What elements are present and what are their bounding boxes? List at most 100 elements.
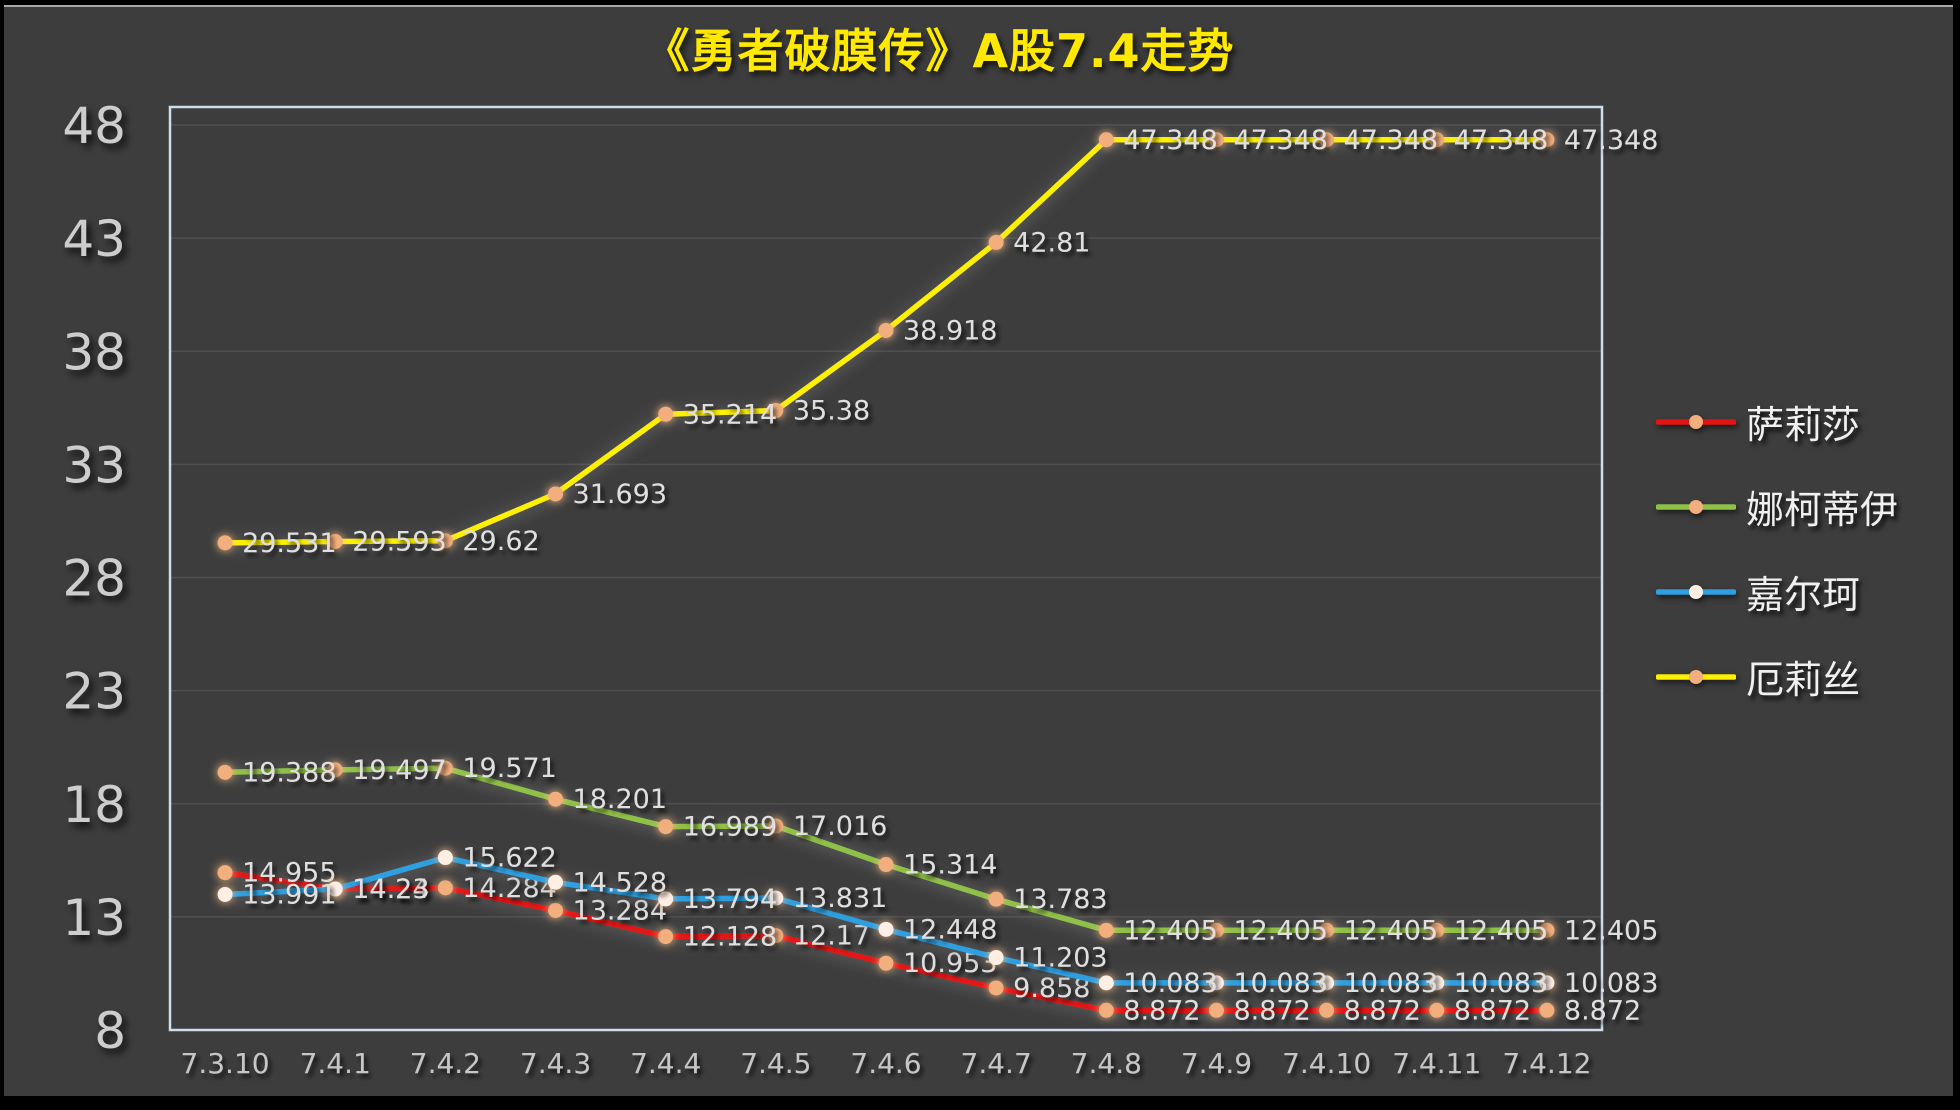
series-1-data-label: 13.783 [1013,884,1107,915]
series-3-data-label: 29.62 [462,526,539,557]
series-0-data-label: 8.872 [1123,995,1200,1026]
series-0-data-label: 8.872 [1233,995,1310,1026]
series-2-data-label: 12.448 [903,914,997,945]
series-1-data-label: 15.314 [903,850,997,881]
series-1-data-label: 17.016 [793,811,887,842]
series-3-marker [878,322,894,338]
series-3-data-label: 29.593 [352,526,446,557]
x-axis-tick-label: 7.4.4 [630,1047,701,1080]
y-axis-tick-label: 8 [94,1002,126,1060]
series-2-data-label: 13.831 [793,883,887,914]
series-2-data-label: 10.083 [1233,968,1327,999]
series-1-data-label: 12.405 [1123,915,1217,946]
series-3-data-label: 47.348 [1233,125,1327,156]
series-1-marker [217,764,233,780]
series-3-marker [988,234,1004,250]
series-2-data-label: 10.083 [1344,968,1438,999]
y-axis-tick-label: 43 [62,210,126,268]
series-3-marker [768,403,784,419]
legend: 萨莉莎娜柯蒂伊嘉尔珂厄莉丝 [1656,379,1956,719]
axis-labels: 8 13 18 23 28 33 38 43 48 7.3.10 7.4.1 7.4.2 7.4.3 7.… [62,97,1591,1080]
series-1-marker [327,762,343,778]
series-3-data-label: 47.348 [1454,125,1548,156]
series-0-data-label: 12.17 [793,921,870,952]
series-1-marker [1319,922,1335,938]
series-1-marker [1539,922,1555,938]
series-2-marker [437,850,453,866]
x-axis-tick-label: 7.4.11 [1392,1047,1481,1080]
series-1-marker [1208,922,1224,938]
legend-line-marker-icon [1656,584,1736,599]
y-axis-tick-label: 33 [62,436,126,494]
series-1-data-label: 18.201 [573,784,667,815]
plot-border-rect [168,105,1604,1032]
x-axis-tick-label: 7.4.1 [300,1047,371,1080]
series-1-data-label: 12.405 [1344,915,1438,946]
series-0-data-label: 13.284 [573,895,667,926]
y-axis-tick-label: 28 [62,550,126,608]
series-3-data-label: 42.81 [1013,227,1090,258]
series-1: 19.388 19.497 19.571 18.201 16.989 17.016 15.3… [217,753,1658,946]
series-1-data-label: 16.989 [683,812,777,843]
series-3-marker [1429,132,1445,148]
legend-label: 娜柯蒂伊 [1746,488,1899,532]
legend-label: 萨莉莎 [1746,403,1861,447]
series-1-data-label: 19.388 [242,757,336,788]
legend-item-1: 娜柯蒂伊 [1656,464,1956,549]
x-axis-tick-label: 7.4.8 [1071,1047,1142,1080]
series-2-data-label: 11.203 [1013,943,1107,974]
x-axis-tick-label: 7.4.12 [1502,1047,1591,1080]
series-3-data-label: 38.918 [903,315,997,346]
legend-line-marker-icon [1656,499,1736,514]
y-axis-tick-label: 23 [62,663,126,721]
series-0-marker [1098,1002,1114,1018]
series-1-data-label: 12.405 [1233,915,1327,946]
series-1-marker [1098,922,1114,938]
series-3-data-label: 35.38 [793,396,870,427]
series-3-marker [437,533,453,549]
series-3-marker [217,535,233,551]
series-1-marker [658,819,674,835]
series-0-marker [437,880,453,896]
series-3-data-label: 47.348 [1123,125,1217,156]
series-3: 29.531 29.593 29.62 31.693 35.214 35.38 38.918… [217,125,1658,559]
series-2-marker [878,921,894,937]
series-1-marker [768,818,784,834]
x-axis-tick-label: 7.4.9 [1181,1047,1252,1080]
series-2-data-label: 14.23 [352,874,429,905]
series-3-data-label: 47.348 [1564,125,1658,156]
legend-label: 嘉尔珂 [1746,573,1861,617]
series-0-data-label: 8.872 [1344,995,1421,1026]
series-0-marker [768,928,784,944]
series-2-marker [217,886,233,902]
series-1-marker [1429,922,1445,938]
series-2-data-label: 10.083 [1454,968,1548,999]
legend-line-marker-icon [1656,669,1736,684]
series-2-marker [327,881,343,897]
series-3-marker [658,406,674,422]
series-0-data-label: 14.955 [242,858,336,889]
series-0-data-label: 8.872 [1454,995,1531,1026]
series-3-marker [1098,132,1114,148]
legend-label: 厄莉丝 [1746,658,1861,702]
series-2-marker [1429,975,1445,991]
series-3-marker [548,486,564,502]
series-0-marker [217,865,233,881]
series-2-marker [548,874,564,890]
series-3-data-label: 35.214 [683,399,777,430]
series-3-data-label: 29.531 [242,528,336,559]
series-1-data-label: 12.405 [1454,915,1548,946]
chart-title: 《勇者破膜传》A股7.4走势 [643,24,1235,78]
x-axis-tick-label: 7.4.7 [961,1047,1032,1080]
series-2-marker [1319,975,1335,991]
series-1-data-label: 19.571 [462,753,556,784]
x-axis-tick-label: 7.4.5 [740,1047,811,1080]
series-1-marker [437,760,453,776]
series-1-marker [548,791,564,807]
chart-background: 《勇者破膜传》A股7.4走势 8 13 18 23 28 33 38 43 48 7.3.10 7.… [4,5,1953,1096]
y-axis-tick-label: 38 [62,323,126,381]
series-2: 13.991 14.23 15.622 14.528 13.794 13.831 12.44… [217,843,1658,999]
series-0-marker [658,929,674,945]
x-axis-tick-label: 7.3.10 [181,1047,270,1080]
